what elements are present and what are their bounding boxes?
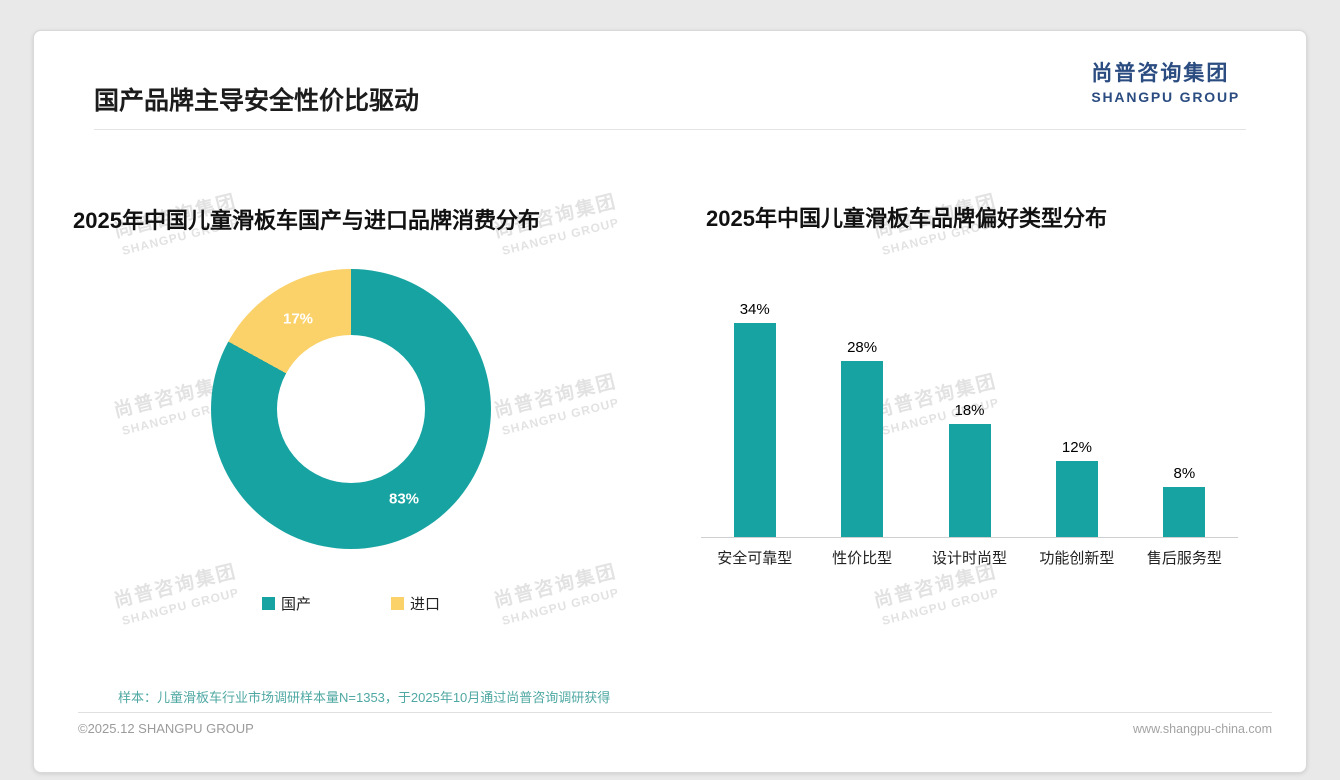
footer: ©2025.12 SHANGPU GROUP www.shangpu-china… xyxy=(78,721,1272,736)
donut-chart: 17% 83% xyxy=(211,269,491,549)
bar-cats: 安全可靠型 性价比型 设计时尚型 功能创新型 售后服务型 xyxy=(701,547,1238,568)
bar-value-label: 28% xyxy=(847,338,878,356)
company-logo: 尚普咨询集团 SHANGPU GROUP xyxy=(1091,57,1240,105)
footer-divider xyxy=(78,712,1272,713)
company-logo-cn: 尚普咨询集团 xyxy=(1091,62,1230,85)
legend-label: 国产 xyxy=(280,596,311,613)
bar-chart-title: 2025年中国儿童滑板车品牌偏好类型分布 xyxy=(706,206,1107,231)
bar xyxy=(948,423,991,537)
legend-item-domestic: 国产 xyxy=(261,593,311,614)
watermark-en: SHANGPU GROUP xyxy=(500,395,621,438)
bar-slot: 8% xyxy=(1131,465,1238,537)
bar-category-label: 安全可靠型 xyxy=(717,550,793,567)
legend-swatch-icon xyxy=(391,597,404,610)
page-title: 国产品牌主导安全性价比驱动 xyxy=(94,87,420,115)
watermark-cn: 尚普咨询集团 xyxy=(491,371,620,423)
bar xyxy=(841,360,884,537)
bar-category-label: 售后服务型 xyxy=(1146,550,1222,567)
legend-item-import: 进口 xyxy=(391,593,440,614)
bar xyxy=(1055,461,1098,537)
company-logo-en: SHANGPU GROUP xyxy=(1091,89,1240,105)
bar-slot: 12% xyxy=(1023,439,1130,537)
donut-label-domestic: 83% xyxy=(388,490,420,508)
watermark: 尚普咨询集团 SHANGPU GROUP xyxy=(491,366,624,438)
bar xyxy=(733,322,776,537)
legend-label: 进口 xyxy=(410,596,441,613)
bar-value-label: 18% xyxy=(954,401,985,419)
bar-chart: 34% 28% 18% 12% 8% 安全可靠型 性价比型 设计时尚型 功能创新型 售后服务型 xyxy=(701,298,1238,568)
bar-area: 34% 28% 18% 12% 8% xyxy=(701,298,1238,538)
legend-swatch-icon xyxy=(261,597,275,610)
bar-value-label: 8% xyxy=(1173,464,1196,482)
header-divider xyxy=(94,129,1246,130)
bar-slot: 34% xyxy=(701,301,808,537)
bar-value-label: 34% xyxy=(739,300,770,318)
watermark-en: SHANGPU GROUP xyxy=(880,585,1001,628)
donut-label-import: 17% xyxy=(282,310,314,328)
donut-legend: 国产 进口 xyxy=(181,593,521,614)
copyright-text: ©2025.12 SHANGPU GROUP xyxy=(78,721,254,736)
donut-chart-title: 2025年中国儿童滑板车国产与进口品牌消费分布 xyxy=(73,208,540,233)
bar xyxy=(1163,486,1206,537)
bar-value-label: 12% xyxy=(1061,439,1092,457)
slide: 尚普咨询集团 SHANGPU GROUP 尚普咨询集团 SHANGPU GROUP 尚普… xyxy=(33,30,1307,773)
bar-category-label: 设计时尚型 xyxy=(932,550,1008,567)
bar-slot: 18% xyxy=(916,402,1023,537)
bar-category-label: 性价比型 xyxy=(832,550,893,567)
sample-note: 样本：儿童滑板车行业市场调研样本量N=1353，于2025年10月通过尚普咨询调… xyxy=(118,690,611,705)
website-text: www.shangpu-china.com xyxy=(1133,721,1272,736)
bar-category-label: 功能创新型 xyxy=(1039,550,1115,567)
bar-slot: 28% xyxy=(808,339,915,537)
